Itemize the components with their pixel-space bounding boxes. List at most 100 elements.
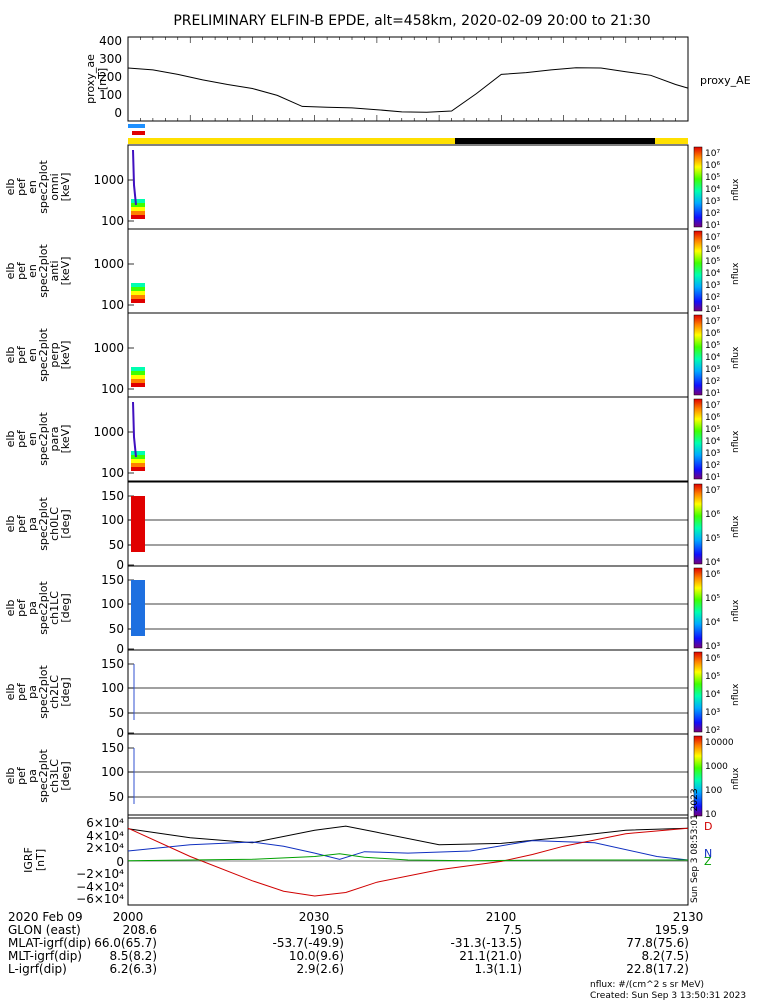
panel-tick-label: 1000 <box>93 341 124 355</box>
footer-cell: 195.9 <box>655 923 689 937</box>
footer-cell: 66.0(65.7) <box>94 936 157 950</box>
pitch-angle-fill <box>131 496 145 552</box>
spectrum-band <box>131 211 145 215</box>
ylabel-line: ch0LC <box>48 507 61 541</box>
panel-frame <box>127 481 689 567</box>
ylabel-line: spec2plot <box>37 328 50 382</box>
ylabel-line: elb <box>4 768 17 785</box>
panel-tick-label: 50 <box>109 622 124 636</box>
panel-tick-label: 0 <box>116 642 124 656</box>
colorbar-label: 10⁵ <box>705 257 720 267</box>
footer-cell: 1.3(1.1) <box>474 962 522 976</box>
ylabel-line: pef <box>15 177 28 196</box>
spectrum-band <box>131 371 145 375</box>
ylabel-line: [keV] <box>59 425 72 454</box>
panel-tick-label: 100 <box>101 214 124 228</box>
colorbar <box>693 567 703 649</box>
igrf-series-line <box>127 827 689 897</box>
colorbar-label: 10² <box>705 209 720 219</box>
footer-cell: 8.2(7.5) <box>641 949 689 963</box>
footer-cell: 7.5 <box>503 923 522 937</box>
igrf-tick-m6e4: −6×10⁴ <box>76 892 124 906</box>
panel-tick-label: 150 <box>101 489 124 503</box>
colorbar-label: 10⁴ <box>705 690 720 700</box>
colorbar-label: 10⁷ <box>705 317 720 327</box>
footer-cell: 22.8(17.2) <box>626 962 689 976</box>
colorbar-label: 10⁷ <box>705 233 720 243</box>
igrf-panel: 6×10⁴ 4×10⁴ 2×10⁴ 0 −2×10⁴ −4×10⁴ −6×10⁴… <box>22 788 712 906</box>
colorbar <box>693 146 703 228</box>
footer-cell: 2.9(2.6) <box>296 962 344 976</box>
igrf-tick-labels: 6×10⁴ 4×10⁴ 2×10⁴ 0 −2×10⁴ −4×10⁴ −6×10⁴ <box>76 816 124 906</box>
colorbar <box>693 651 703 733</box>
panel-frame <box>127 144 689 230</box>
spectrum-burst <box>132 149 137 206</box>
red-marker <box>132 131 145 135</box>
colorbar-label: 10⁶ <box>705 245 720 255</box>
orbit-footer: 2020 Feb 09 2000 2030 2100 2130 GLON (east) 20… <box>8 910 703 976</box>
colorbar-zlabel: nflux <box>731 515 741 538</box>
igrf-series-line <box>127 853 688 862</box>
colorbar-label: 10⁴ <box>705 185 720 195</box>
ylabel-line: spec2plot <box>37 749 50 803</box>
colorbar-label: 10³ <box>705 281 720 291</box>
ae-tick-400: 400 <box>99 34 122 48</box>
panel-tick-label: 100 <box>101 466 124 480</box>
spectrum-band <box>131 451 145 455</box>
colorbar-zlabel: nflux <box>731 683 741 706</box>
panel-tick-label: 100 <box>101 765 124 779</box>
ylabel-line: [deg] <box>59 761 72 790</box>
igrf-series-line <box>127 825 689 846</box>
panel-tick-label: 150 <box>101 657 124 671</box>
igrf-tick-m2e4: −2×10⁴ <box>76 867 124 881</box>
footer-cell: -53.7(-49.9) <box>273 936 344 950</box>
footer-cell: 2020 Feb 09 <box>8 910 83 924</box>
panel-frame <box>127 396 689 482</box>
panel-tick-label: 1000 <box>93 257 124 271</box>
ae-ylabel-line2: [nT] <box>96 68 109 90</box>
colorbar-label: 10⁴ <box>705 353 720 363</box>
colorbar-label: 10⁶ <box>705 413 720 423</box>
panel-frame <box>127 228 689 314</box>
colorbar <box>693 483 703 565</box>
panel-tick-label: 50 <box>109 790 124 804</box>
pitch-angle-fill <box>131 580 145 636</box>
ylabel-line: elb <box>4 516 17 533</box>
figure-title: PRELIMINARY ELFIN-B EPDE, alt=458km, 202… <box>173 13 650 29</box>
ylabel-line: [deg] <box>59 509 72 538</box>
proxy-ae-legend: proxy_AE <box>700 74 751 87</box>
ylabel-line: pef <box>15 598 28 617</box>
colorbar <box>693 314 703 396</box>
colorbar-zlabel: nflux <box>731 430 741 453</box>
panel-tick-label: 100 <box>101 513 124 527</box>
spectrum-band <box>131 383 145 387</box>
spectrum-band <box>131 375 145 379</box>
footer-cell: 2030 <box>299 910 330 924</box>
panel-tick-label: 150 <box>101 573 124 587</box>
colorbar-label: 10⁴ <box>705 558 720 568</box>
panel-tick-label: 50 <box>109 706 124 720</box>
ylabel-line: [keV] <box>59 257 72 286</box>
ylabel-line: elb <box>4 684 17 701</box>
footer-cell: 77.8(75.6) <box>626 936 689 950</box>
colorbar <box>693 735 703 817</box>
proxy-ae-ylabel: proxy_ae [nT] <box>84 54 109 104</box>
colorbar-zlabel: nflux <box>731 178 741 201</box>
ylabel-line: spec2plot <box>37 665 50 719</box>
footer-cell: -31.3(-13.5) <box>451 936 522 950</box>
ylabel-line: elb <box>4 600 17 617</box>
panel-tick-label: 150 <box>101 741 124 755</box>
panel-tick-label: 1000 <box>93 173 124 187</box>
ylabel-line: ch1LC <box>48 591 61 625</box>
panel-tick-label: 100 <box>101 597 124 611</box>
colorbar-label: 10³ <box>705 642 720 652</box>
ylabel-line: en <box>26 348 39 362</box>
ylabel-line: spec2plot <box>37 244 50 298</box>
spectrum-band <box>131 459 145 463</box>
